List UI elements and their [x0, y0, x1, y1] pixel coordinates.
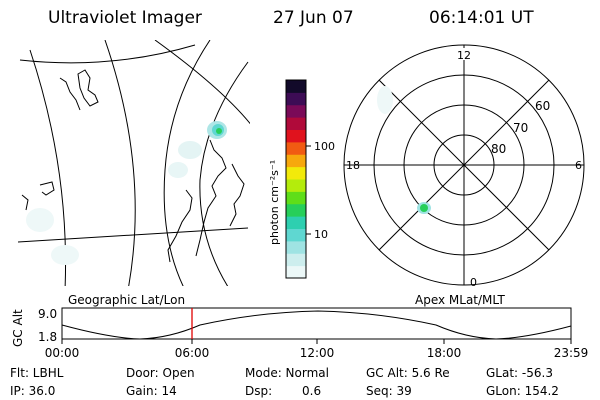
longitude-line: [19, 44, 196, 64]
colorbar-step: [286, 92, 306, 106]
colorbar-step: [286, 117, 306, 130]
seq-info: Seq: 39: [366, 384, 412, 398]
colorbar-step: [286, 104, 306, 118]
colorbar-tick: 10: [314, 228, 328, 241]
latitude-line: [154, 40, 250, 125]
coastline: [21, 194, 29, 211]
time-tick: 12:00: [300, 346, 335, 360]
colorbar-step: [286, 80, 306, 93]
coastline: [39, 181, 55, 196]
altitude-axis-label: GC Alt: [11, 309, 25, 347]
latitude-arc: [163, 40, 211, 286]
colorbar-step: [286, 240, 306, 254]
mlt-label-dusk: 18: [346, 159, 360, 172]
colorbar-step: [286, 154, 306, 168]
mlat-label: 80: [491, 142, 506, 156]
colorbar-step: [286, 141, 306, 155]
colorbar-step: [286, 253, 306, 267]
mlat-label: 70: [513, 121, 528, 135]
dsp-value: 0.6: [302, 384, 322, 398]
colorbar-unit-label: photon cm⁻²s⁻¹: [268, 160, 281, 245]
mlt-label-noon: 12: [457, 49, 471, 62]
geographic-panel-label: Geographic Lat/Lon: [68, 293, 185, 307]
auroral-emission: [26, 121, 227, 265]
colorbar-step: [286, 265, 306, 279]
coastline: [59, 77, 81, 111]
colorbar-step: [286, 228, 306, 242]
image-time: 06:14:01 UT: [429, 8, 534, 28]
colorbar-step: [286, 216, 306, 229]
mode-info: Mode: Normal: [245, 366, 329, 380]
longitude-line: [18, 227, 249, 243]
ip-info: IP: 36.0: [10, 384, 56, 398]
latitude-arc: [104, 40, 136, 286]
polar-panel-label: Apex MLat/MLT: [415, 293, 505, 307]
door-info: Door: Open: [126, 366, 195, 380]
altitude-curve: [61, 310, 572, 340]
altitude-strip-frame: [61, 307, 572, 340]
mlat-label: 60: [535, 99, 550, 113]
time-tick: 23:59: [554, 346, 589, 360]
polar-auroral-emission: [377, 86, 431, 214]
mlt-label-midnight: 0: [470, 276, 477, 289]
instrument-title: Ultraviolet Imager: [48, 8, 202, 28]
coastline: [195, 139, 227, 257]
altitude-max-label: 9.0: [38, 307, 57, 321]
dsp-label: Dsp:: [245, 384, 273, 398]
colorbar-step: [286, 203, 306, 217]
mlt-label-dawn: 6: [575, 159, 582, 172]
colorbar-step: [286, 179, 306, 192]
colorbar-step: [286, 191, 306, 205]
coastline: [167, 189, 193, 263]
gain-info: Gain: 14: [126, 384, 177, 398]
color-bar-scale: [286, 80, 306, 279]
filter-info: Flt: LBHL: [10, 366, 64, 380]
coastline: [229, 163, 245, 227]
time-tick: 18:00: [427, 346, 462, 360]
image-date: 27 Jun 07: [273, 8, 354, 28]
polar-diagonal: [378, 79, 550, 251]
latitude-arc: [199, 61, 249, 286]
colorbar-tick: 100: [314, 140, 335, 153]
time-tick: 00:00: [45, 346, 80, 360]
altitude-min-label: 1.8: [38, 330, 57, 344]
colorbar-step: [286, 166, 306, 180]
colorbar-step: [286, 129, 306, 143]
glat-info: GLat: -56.3: [486, 366, 553, 380]
time-tick: 06:00: [175, 346, 210, 360]
coastline: [77, 69, 99, 107]
gc-alt-info: GC Alt: 5.6 Re: [366, 366, 450, 380]
glon-info: GLon: 154.2: [486, 384, 559, 398]
